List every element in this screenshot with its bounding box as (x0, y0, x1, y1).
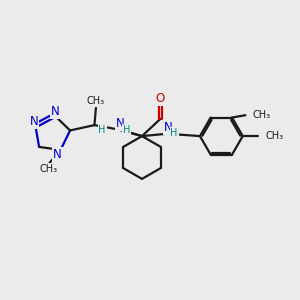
Text: N: N (53, 148, 62, 161)
Text: CH₃: CH₃ (40, 164, 58, 174)
Text: CH₃: CH₃ (253, 110, 271, 120)
Text: CH₃: CH₃ (87, 96, 105, 106)
Text: N: N (51, 105, 59, 118)
Text: H: H (123, 125, 130, 135)
Text: N: N (116, 117, 124, 130)
Text: H: H (170, 128, 178, 138)
Text: N: N (164, 121, 172, 134)
Text: O: O (156, 92, 165, 105)
Text: CH₃: CH₃ (265, 131, 283, 141)
Text: N: N (29, 115, 38, 128)
Text: H: H (98, 125, 106, 135)
